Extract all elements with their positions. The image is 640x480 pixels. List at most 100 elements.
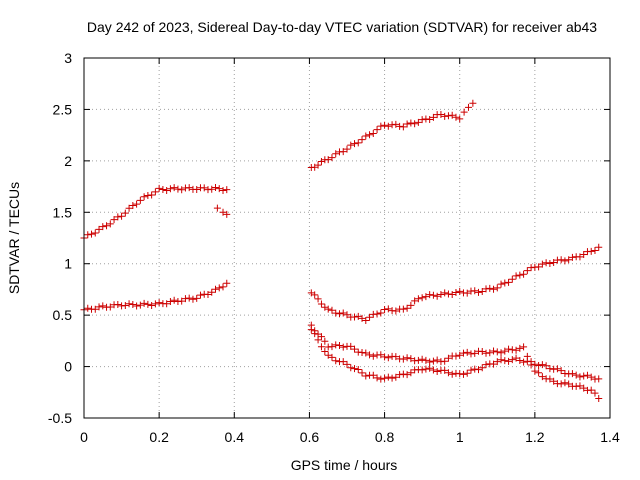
data-point	[538, 260, 546, 268]
data-point	[576, 253, 584, 261]
data-point	[144, 300, 152, 308]
data-point	[403, 354, 411, 362]
data-point	[193, 186, 201, 194]
data-point	[538, 361, 546, 369]
data-point	[403, 371, 411, 379]
data-point	[433, 367, 441, 375]
data-point	[189, 295, 197, 303]
data-point	[223, 210, 231, 218]
data-point	[429, 113, 437, 121]
data-point	[328, 154, 336, 162]
data-point	[213, 204, 221, 212]
data-point	[568, 370, 576, 378]
data-point	[478, 347, 486, 355]
data-point	[463, 289, 471, 297]
data-point	[587, 247, 595, 255]
data-point	[358, 369, 366, 377]
data-point	[572, 371, 580, 379]
data-point	[392, 307, 400, 315]
data-point	[508, 346, 516, 354]
data-point	[317, 343, 325, 351]
data-point	[362, 349, 370, 357]
data-point	[148, 301, 156, 309]
x-tick-label: 1.2	[525, 429, 545, 445]
data-point	[114, 213, 122, 221]
data-point	[178, 297, 186, 305]
data-point	[351, 365, 359, 373]
data-point	[493, 348, 501, 356]
data-point	[339, 309, 347, 317]
data-point	[418, 294, 426, 302]
data-point	[392, 120, 400, 128]
data-point	[553, 365, 561, 373]
data-point	[418, 116, 426, 124]
data-point	[399, 305, 407, 313]
data-point	[155, 184, 163, 192]
data-point	[565, 380, 573, 388]
data-point	[583, 371, 591, 379]
data-point	[321, 303, 329, 311]
data-point	[219, 283, 227, 291]
data-point	[444, 290, 452, 298]
data-point	[482, 349, 490, 357]
data-point	[384, 122, 392, 130]
data-point	[392, 353, 400, 361]
data-point	[426, 115, 434, 123]
y-tick-label: 3	[64, 50, 72, 66]
data-point	[456, 287, 464, 295]
series-3	[307, 99, 477, 172]
data-point	[324, 305, 332, 313]
data-point	[384, 373, 392, 381]
data-point	[84, 231, 92, 239]
data-point	[358, 136, 366, 144]
y-axis-label: SDTVAR / TECUs	[6, 182, 22, 294]
data-point	[381, 374, 389, 382]
data-point	[321, 347, 329, 355]
data-point	[437, 110, 445, 118]
data-point	[561, 379, 569, 387]
data-point	[490, 347, 498, 355]
data-point	[429, 357, 437, 365]
data-point	[351, 313, 359, 321]
y-tick-label: 1	[64, 256, 72, 272]
data-point	[535, 369, 543, 377]
data-point	[148, 191, 156, 199]
y-tick-label: 0	[64, 359, 72, 375]
y-tick-label: -0.5	[48, 410, 72, 426]
data-point	[103, 222, 111, 230]
data-point	[516, 357, 524, 365]
data-point	[444, 369, 452, 377]
data-point	[448, 291, 456, 299]
data-point	[381, 353, 389, 361]
x-tick-label: 0.4	[225, 429, 245, 445]
data-point	[475, 366, 482, 374]
data-point	[501, 279, 509, 287]
data-point	[587, 386, 595, 394]
data-point	[99, 223, 107, 231]
data-point	[505, 345, 513, 353]
data-point	[166, 185, 174, 193]
data-point	[388, 374, 396, 382]
data-point	[520, 270, 528, 278]
data-point	[448, 370, 456, 378]
data-point	[384, 354, 392, 362]
x-tick-label: 1.4	[600, 429, 620, 445]
data-point	[328, 343, 336, 351]
data-point	[136, 301, 144, 309]
data-point	[339, 343, 347, 351]
data-point	[418, 355, 426, 363]
data-point	[212, 285, 219, 293]
data-point	[512, 346, 520, 354]
data-point	[151, 300, 159, 308]
data-point	[178, 186, 186, 194]
data-point	[587, 373, 595, 381]
data-point	[411, 297, 419, 305]
data-point	[441, 112, 449, 120]
data-point	[106, 303, 114, 311]
data-point	[332, 357, 340, 365]
data-point	[369, 352, 377, 360]
data-point	[392, 373, 400, 381]
data-point	[335, 341, 343, 349]
data-point	[317, 158, 325, 166]
data-point	[508, 356, 516, 364]
